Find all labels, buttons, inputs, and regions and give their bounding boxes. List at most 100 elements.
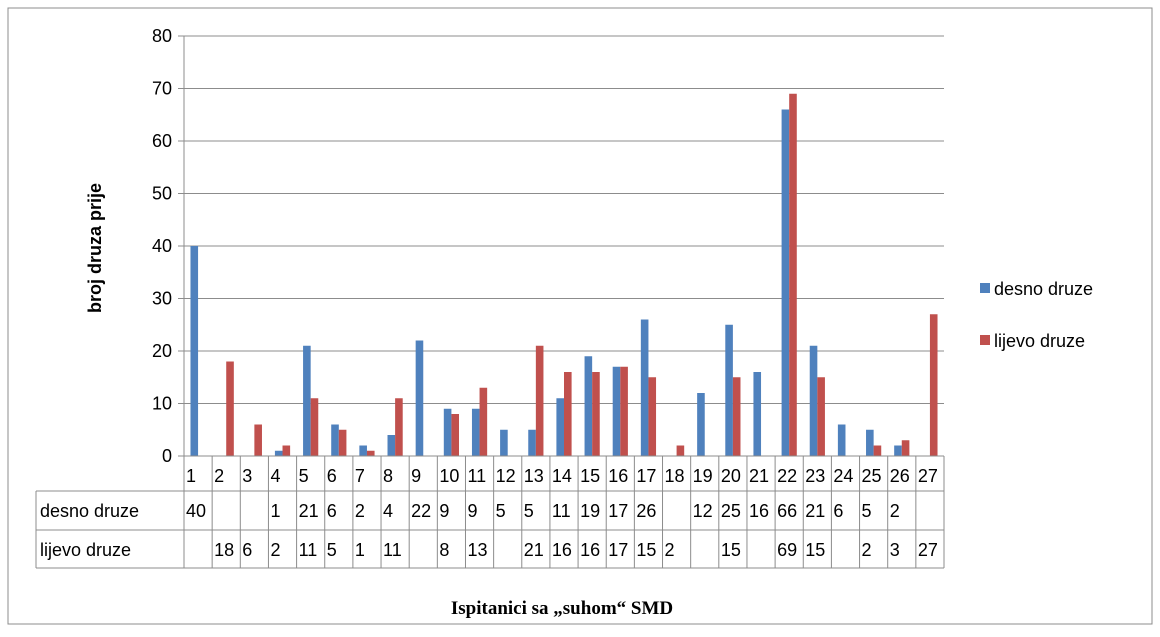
x-tick-label: 22: [777, 466, 797, 486]
table-cell: 27: [918, 540, 938, 560]
bar-desno-druze-23: [809, 345, 818, 456]
table-cell: 21: [805, 501, 825, 521]
bars: [190, 93, 938, 456]
table-cell: 5: [327, 540, 337, 560]
table-cell: 15: [636, 540, 656, 560]
bar-lijevo-druze-2: [226, 361, 234, 456]
table-cell: 2: [890, 501, 900, 521]
y-tick-labels: 0 10 20 30 40 50 60 70 80: [152, 26, 172, 466]
table-cell: 2: [665, 540, 675, 560]
table-cell: 2: [862, 540, 872, 560]
x-tick-label: 9: [411, 466, 421, 486]
table-cell: 22: [411, 501, 431, 521]
bar-lijevo-druze-3: [254, 424, 262, 456]
bar-desno-druze-12: [500, 429, 508, 456]
x-tick-label: 4: [270, 466, 280, 486]
bar-desno-druze-9: [415, 340, 424, 456]
table-cell: 3: [890, 540, 900, 560]
bar-desno-druze-20: [725, 324, 733, 456]
table-cell: 11: [552, 501, 571, 521]
bar-lijevo-druze-14: [564, 372, 572, 456]
y-tick-label: 20: [152, 341, 172, 361]
x-tick-label: 16: [608, 466, 628, 486]
table-cell: 5: [862, 501, 872, 521]
y-tick-label: 10: [152, 394, 172, 414]
table-cell: 16: [552, 540, 572, 560]
table-cell: 69: [777, 540, 797, 560]
bar-desno-druze-24: [837, 424, 846, 456]
x-tick-label: 12: [496, 466, 516, 486]
x-tick-label: 18: [665, 466, 685, 486]
table-cell: 18: [214, 540, 234, 560]
bar-lijevo-druze-27: [929, 314, 938, 456]
table-cell: 21: [524, 540, 544, 560]
bar-desno-druze-8: [387, 435, 396, 456]
x-tick-label: 3: [242, 466, 252, 486]
table-row-name: desno druze: [40, 501, 139, 521]
bar-desno-druze-26: [894, 445, 902, 456]
x-tick-label: 25: [862, 466, 882, 486]
x-tick-label: 6: [327, 466, 337, 486]
bar-desno-druze-21: [753, 372, 762, 456]
bar-lijevo-druze-4: [282, 445, 291, 456]
bar-desno-druze-22: [781, 109, 790, 456]
bar-lijevo-druze-5: [310, 398, 319, 456]
table-cell: 25: [721, 501, 741, 521]
table-cell: 11: [383, 540, 402, 560]
x-tick-label: 27: [918, 466, 938, 486]
table-cell: 1: [355, 540, 365, 560]
table-cell: 17: [608, 501, 628, 521]
x-tick-label: 19: [693, 466, 713, 486]
bar-desno-druze-16: [612, 366, 621, 456]
legend-label: lijevo druze: [994, 331, 1085, 351]
y-tick-label: 30: [152, 289, 172, 309]
x-tick-label: 7: [355, 466, 365, 486]
bar-desno-druze-10: [443, 408, 452, 456]
table-cell: 15: [721, 540, 741, 560]
y-axis-label: broj druza prije: [85, 183, 105, 313]
data-table: desno druze 40 1 21 6 2 4 22 9 9 5 5 11 19 17 26 12 25 16 6…: [35, 456, 945, 569]
x-tick-label: 21: [749, 466, 769, 486]
bar-lijevo-druze-10: [451, 414, 460, 456]
bar-desno-druze-14: [556, 398, 564, 456]
bar-desno-druze-17: [640, 319, 649, 456]
x-tick-label: 2: [214, 466, 224, 486]
y-tick-label: 40: [152, 236, 172, 256]
bar-lijevo-druze-18: [676, 445, 685, 456]
legend-swatch: [980, 283, 990, 293]
x-tick-label: 14: [552, 466, 572, 486]
bar-lijevo-druze-20: [732, 377, 741, 456]
x-tick-label: 5: [299, 466, 309, 486]
bar-lijevo-druze-7: [366, 450, 375, 456]
bar-lijevo-druze-11: [479, 387, 488, 456]
bar-lijevo-druze-23: [817, 377, 825, 456]
y-tick-label: 50: [152, 184, 172, 204]
bar-lijevo-druze-22: [789, 93, 797, 456]
x-tick-label: 13: [524, 466, 544, 486]
y-tick-label: 0: [162, 446, 172, 466]
bar-lijevo-druze-17: [648, 377, 657, 456]
chart-border: [7, 7, 1153, 625]
table-cell: 16: [749, 501, 769, 521]
table-cell: 11: [299, 540, 318, 560]
legend: desno druze lijevo druze: [980, 279, 1093, 351]
y-tick-label: 80: [152, 26, 172, 46]
table-cell: 8: [439, 540, 449, 560]
x-tick-label: 15: [580, 466, 600, 486]
table-cell: 15: [805, 540, 825, 560]
x-tick-label: 20: [721, 466, 741, 486]
x-tick-label: 23: [805, 466, 825, 486]
bar-desno-druze-1: [190, 246, 199, 456]
table-cell: 6: [242, 540, 252, 560]
table-cell: 40: [186, 501, 206, 521]
x-tick-label: 10: [439, 466, 459, 486]
axes: [183, 36, 944, 457]
x-tick-label: 24: [833, 466, 853, 486]
bar-lijevo-druze-8: [395, 398, 403, 456]
table-cell: 2: [270, 540, 280, 560]
table-cell: 6: [833, 501, 843, 521]
table-cell: 21: [299, 501, 319, 521]
table-cell: 17: [608, 540, 628, 560]
x-tick-label: 26: [890, 466, 910, 486]
